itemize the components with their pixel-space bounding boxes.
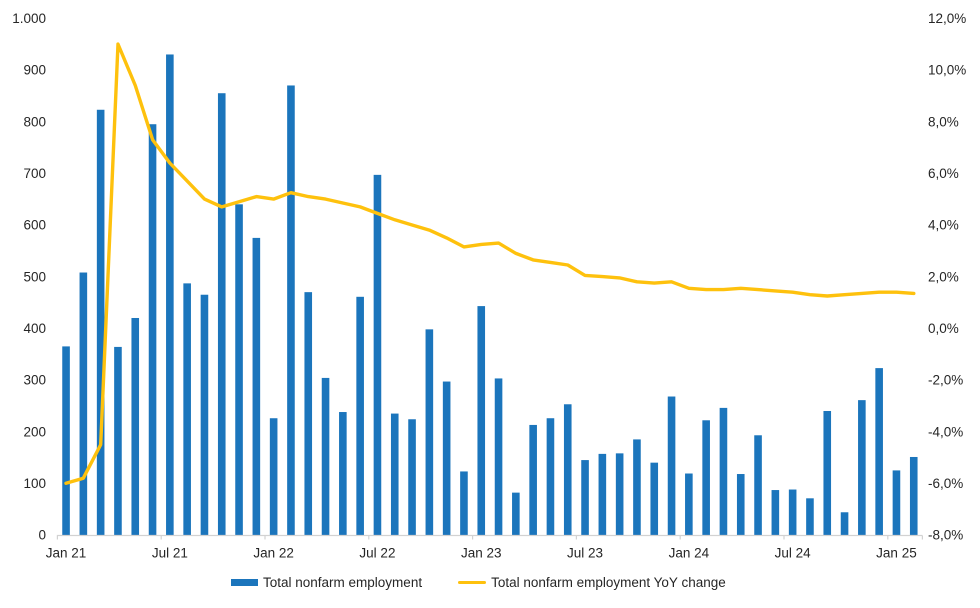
svg-text:0,0%: 0,0%	[928, 321, 959, 336]
bar-Feb-25	[909, 456, 918, 535]
svg-text:0: 0	[38, 528, 46, 543]
legend: Total nonfarm employment Total nonfarm e…	[231, 575, 726, 590]
bar-Aug-21	[183, 283, 191, 535]
legend-line-swatch	[458, 580, 487, 585]
svg-text:1.000: 1.000	[12, 11, 46, 26]
svg-text:500: 500	[23, 269, 46, 284]
bar-Mar-21	[96, 109, 105, 535]
svg-text:Jan 24: Jan 24	[669, 546, 710, 561]
legend-bar-label: Total nonfarm employment	[263, 575, 423, 590]
bar-May-22	[339, 412, 347, 535]
bar-Oct-24	[840, 512, 849, 535]
bar-Oct-23	[633, 439, 641, 535]
bar-Dec-21	[252, 237, 261, 535]
svg-text:Jan 22: Jan 22	[253, 546, 294, 561]
bar-Nov-23	[650, 462, 659, 535]
svg-text:Jul 21: Jul 21	[152, 546, 188, 561]
bar-Apr-24	[736, 474, 745, 535]
svg-text:-6,0%: -6,0%	[928, 476, 963, 491]
bar-Sep-23	[615, 453, 624, 535]
bar-Dec-24	[875, 368, 883, 535]
svg-text:8,0%: 8,0%	[928, 114, 959, 129]
bar-Feb-22	[287, 85, 295, 535]
bar-Aug-22	[390, 413, 399, 535]
bar-Mar-24	[719, 407, 728, 535]
bar-Apr-23	[529, 424, 537, 535]
bar-May-24	[754, 435, 762, 535]
svg-text:10,0%: 10,0%	[928, 63, 966, 78]
bar-Apr-22	[321, 377, 330, 535]
bar-Jul-21	[166, 54, 174, 535]
bar-Nov-24	[858, 400, 866, 535]
bar-Jun-23	[563, 404, 572, 535]
bar-Sep-21	[200, 294, 209, 535]
svg-text:12,0%: 12,0%	[928, 11, 966, 26]
legend-line-label: Total nonfarm employment YoY change	[491, 575, 726, 590]
bar-Aug-24	[806, 498, 814, 535]
bar-Jul-23	[581, 460, 589, 535]
svg-text:800: 800	[23, 114, 46, 129]
svg-text:300: 300	[23, 373, 46, 388]
bar-Jul-24	[788, 489, 797, 535]
bar-Aug-23	[598, 453, 607, 535]
bar-Jan-22	[269, 418, 278, 535]
svg-text:Jan 23: Jan 23	[461, 546, 502, 561]
svg-text:Jan 21: Jan 21	[46, 546, 87, 561]
right-axis-labels: 12,0% 10,0% 8,0% 6,0% 4,0% 2,0% 0,0% -2,0% -4,0%…	[928, 11, 966, 543]
bars-series-total-nonfarm	[62, 54, 918, 536]
svg-text:100: 100	[23, 476, 46, 491]
bar-Dec-22	[460, 471, 468, 535]
bar-Jun-21	[148, 124, 157, 535]
bar-Jun-24	[771, 490, 780, 535]
svg-text:Jul 23: Jul 23	[567, 546, 603, 561]
left-axis-labels: 1.000 900 800 700 600 500 400 300 200 100 0	[12, 11, 46, 543]
bar-Dec-23	[667, 396, 676, 535]
svg-text:Jul 22: Jul 22	[359, 546, 395, 561]
svg-text:Jul 24: Jul 24	[775, 546, 812, 561]
bar-Nov-22	[442, 381, 451, 535]
bar-Mar-22	[304, 292, 313, 535]
svg-text:700: 700	[23, 166, 46, 181]
legend-item-employment: Total nonfarm employment	[231, 575, 422, 590]
svg-text:-4,0%: -4,0%	[928, 424, 963, 439]
svg-text:900: 900	[23, 63, 46, 78]
bar-Nov-21	[235, 204, 243, 535]
legend-item-yoy: Total nonfarm employment YoY change	[458, 575, 726, 590]
bar-Sep-24	[823, 410, 832, 535]
svg-text:6,0%: 6,0%	[928, 166, 959, 181]
svg-text:200: 200	[23, 424, 46, 439]
bar-Feb-23	[494, 378, 503, 535]
bar-Jan-23	[477, 306, 486, 535]
bar-Apr-21	[114, 346, 122, 535]
svg-text:-8,0%: -8,0%	[928, 528, 963, 543]
bar-Sep-22	[408, 419, 416, 535]
bar-Jan-25	[892, 470, 901, 535]
svg-text:2,0%: 2,0%	[928, 269, 959, 284]
bar-May-21	[131, 317, 140, 535]
x-axis-labels: Jan 21 Jul 21 Jan 22 Jul 22 Jan 23 Jul 23 Jan …	[46, 546, 917, 561]
bar-Jun-22	[356, 296, 364, 535]
bar-May-23	[546, 418, 555, 535]
legend-bar-swatch	[231, 579, 258, 586]
svg-text:400: 400	[23, 321, 46, 336]
bar-Feb-21	[79, 272, 88, 535]
bar-Jul-22	[373, 174, 382, 536]
bar-Feb-24	[702, 420, 710, 535]
svg-text:-2,0%: -2,0%	[928, 373, 963, 388]
bar-Jan-21	[62, 346, 70, 535]
bar-Oct-22	[425, 329, 434, 535]
yoy-change-line	[64, 42, 916, 485]
svg-text:Jan 25: Jan 25	[876, 546, 917, 561]
bar-Oct-21	[217, 93, 226, 535]
svg-text:4,0%: 4,0%	[928, 218, 959, 233]
x-axis	[56, 534, 924, 540]
svg-text:600: 600	[23, 218, 46, 233]
bar-Jan-24	[685, 473, 693, 535]
bar-Mar-23	[512, 492, 520, 535]
